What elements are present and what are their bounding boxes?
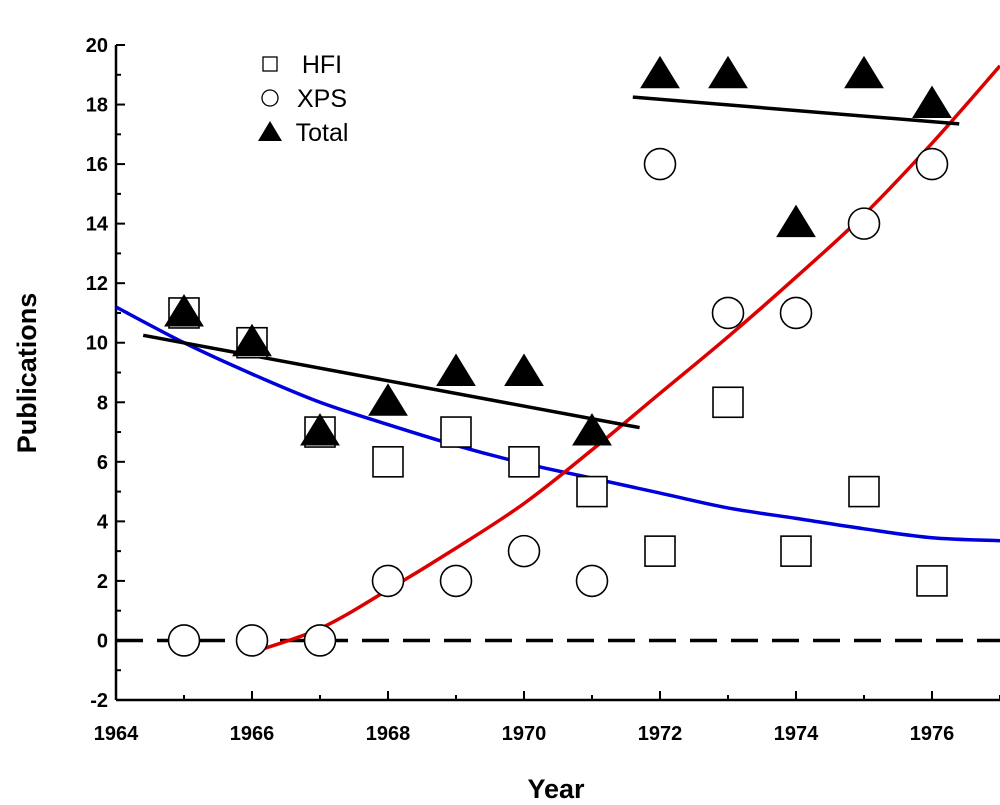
xps-point [779, 296, 813, 330]
legend-circle-icon [261, 89, 279, 107]
y-axis-title: Publications [12, 293, 42, 454]
legend-label: HFI [302, 51, 342, 79]
hfi-point [916, 565, 948, 597]
y-tick-label: 4 [97, 511, 109, 533]
total-point [164, 293, 204, 327]
xps-point [643, 147, 677, 181]
total-point [708, 55, 748, 89]
xps-point [439, 564, 473, 598]
fit-line-linear [142, 333, 640, 430]
x-tick-label: 1968 [366, 723, 411, 745]
hfi-point [644, 535, 676, 567]
y-tick-label: 0 [97, 630, 108, 652]
x-tick-label: 1964 [94, 723, 139, 745]
legend-label: Total [296, 119, 349, 147]
xps-point [371, 564, 405, 598]
axes: -2 0 2 4 6 8 10 12 14 16 18 20 1964 1966 1968 1970 1972 1… [86, 35, 1000, 745]
hfi-point [440, 416, 472, 448]
x-tick-label: 1976 [910, 723, 955, 745]
legend-label: XPS [297, 85, 347, 113]
x-tick-label: 1974 [774, 723, 819, 745]
total-point [300, 413, 340, 446]
hfi-point [712, 386, 744, 419]
total-point [912, 85, 952, 119]
y-tick-label: 8 [97, 392, 108, 414]
y-tick-label: 20 [86, 35, 108, 57]
xps-point [507, 534, 541, 568]
xps-point [575, 564, 609, 598]
total-point [232, 323, 272, 357]
legend-square-icon [262, 56, 278, 72]
fit-lines [115, 64, 1000, 655]
y-tick-label: -2 [90, 690, 108, 712]
x-tick-label: 1966 [230, 723, 275, 745]
xps-point [167, 624, 201, 657]
y-tick-label: 2 [97, 571, 108, 593]
x-axis-title: Year [527, 774, 585, 804]
total-point [504, 353, 544, 386]
y-tick-label: 18 [86, 95, 108, 117]
y-tick-label: 10 [86, 333, 108, 355]
xps-point [303, 624, 337, 657]
legend-triangle-icon [258, 121, 282, 141]
fit-line-polynomial [251, 64, 1000, 655]
hfi-point [372, 446, 404, 478]
total-point [640, 55, 680, 89]
xps-point [847, 207, 881, 240]
total-point [844, 55, 884, 89]
hfi-point [576, 475, 608, 508]
y-tick-label: 12 [86, 273, 108, 295]
fit-line-exponential-decay [115, 305, 1000, 543]
total-point [776, 204, 816, 238]
data-points [164, 55, 952, 657]
xps-point [915, 147, 949, 181]
x-tick-label: 1970 [502, 723, 547, 745]
hfi-point [508, 446, 540, 478]
total-point [572, 413, 612, 446]
total-point [436, 353, 476, 386]
y-tick-label: 6 [97, 452, 108, 474]
legend: HFI XPS Total [258, 51, 348, 147]
y-tick-label: 16 [86, 154, 108, 176]
x-tick-label: 1972 [638, 723, 683, 745]
fit-line-linear [632, 95, 960, 126]
total-point [368, 383, 408, 416]
xps-point [235, 624, 269, 657]
hfi-point [780, 535, 812, 567]
y-tick-label: 14 [86, 214, 109, 236]
xps-point [711, 296, 745, 330]
hfi-point [848, 475, 880, 508]
